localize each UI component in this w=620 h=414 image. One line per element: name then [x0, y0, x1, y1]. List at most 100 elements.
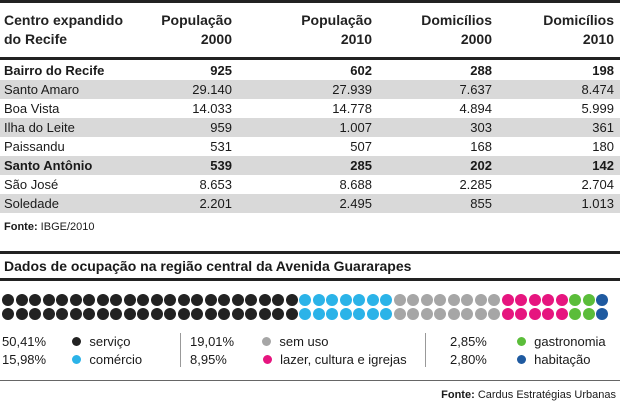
occupation-dot-black	[272, 308, 284, 320]
occupation-dot-gray	[488, 294, 500, 306]
occupation-dot-black	[96, 308, 109, 320]
occupation-dot-black	[177, 308, 190, 320]
occupation-dot-navy	[596, 294, 608, 306]
cell-name: Soledade	[4, 196, 59, 211]
table-row: Bairro do Recife 925 602 288 198	[0, 61, 620, 80]
occupation-dot-gray	[461, 294, 473, 306]
occupation-dot-strip	[0, 294, 620, 320]
header-region-line1: Centro expandido	[4, 12, 124, 28]
occupation-dot-black	[204, 294, 217, 306]
cell-dom2010: 180	[592, 139, 614, 154]
occupation-dot-black	[110, 308, 122, 320]
occupation-dot-cyan	[299, 294, 311, 306]
occupation-dot-gray	[474, 294, 487, 306]
occupation-dot-black	[258, 308, 271, 320]
occupation-dot-magenta	[555, 308, 568, 320]
legend-pct: 2,80%	[450, 352, 487, 367]
occupation-dot-cyan	[366, 308, 379, 320]
occupation-dot-cyan	[312, 294, 325, 306]
occupation-dot-black	[231, 294, 244, 306]
cell-pop2000: 959	[210, 120, 232, 135]
occupation-dot-black	[258, 294, 271, 306]
cell-name: Santo Amaro	[4, 82, 80, 97]
occupation-dot-black	[69, 294, 82, 306]
occupation-dot-magenta	[528, 308, 541, 320]
occupation-dot-black	[42, 294, 55, 306]
occupation-dot-cyan	[339, 294, 352, 306]
legend-pct: 8,95%	[190, 352, 227, 367]
cell-dom2000: 2.285	[459, 177, 492, 192]
table-row: Paissandu 531 507 168 180	[0, 137, 620, 156]
cell-dom2010: 8.474	[581, 82, 614, 97]
cell-name: Bairro do Recife	[4, 63, 105, 78]
header-dom2010-line1: Domicílios	[543, 12, 614, 28]
occupation-dot-black	[285, 308, 298, 320]
occupation-dot-cyan	[353, 308, 365, 320]
header-dom2000: Domicílios 2000	[372, 11, 492, 49]
cell-dom2010: 361	[592, 120, 614, 135]
cell-dom2010: 142	[592, 158, 614, 173]
legend-label: habitação	[534, 352, 591, 367]
occupation-dot-gray	[461, 308, 473, 320]
table-row: Boa Vista 14.033 14.778 4.894 5.999	[0, 99, 620, 118]
occupation-dot-black	[2, 308, 14, 320]
header-pop2010-line1: População	[301, 12, 372, 28]
occupation-dot-magenta	[528, 294, 541, 306]
cell-pop2010: 27.939	[332, 82, 372, 97]
header-region-line2: do Recife	[4, 31, 68, 47]
occupation-dot-black	[69, 308, 82, 320]
occupation-dot-black	[15, 308, 28, 320]
occupation-legend: 50,41% serviço 15,98% comércio 19,01% se…	[0, 333, 620, 373]
occupation-source-label: Fonte:	[441, 389, 475, 401]
occupation-dot-black	[272, 294, 284, 306]
cell-dom2010: 198	[592, 63, 614, 78]
cell-dom2000: 4.894	[459, 101, 492, 116]
occupation-dot-black	[150, 308, 163, 320]
cell-dom2000: 168	[470, 139, 492, 154]
occupation-dot-magenta	[501, 308, 514, 320]
occupation-dot-black	[285, 294, 298, 306]
occupation-dot-gray	[407, 294, 419, 306]
header-dom2010: Domicílios 2010	[494, 11, 614, 49]
occupation-dot-gray	[447, 294, 460, 306]
cell-pop2010: 8.688	[339, 177, 372, 192]
table-row: Soledade 2.201 2.495 855 1.013	[0, 194, 620, 213]
cell-dom2010: 5.999	[581, 101, 614, 116]
occupation-dot-black	[150, 294, 163, 306]
legend-item-lazer: 8,95% lazer, cultura e igrejas	[190, 351, 407, 369]
occupation-dot-black	[56, 294, 68, 306]
occupation-dot-black	[245, 294, 257, 306]
occupation-dot-gray	[488, 308, 500, 320]
cell-dom2000: 288	[470, 63, 492, 78]
occupation-dot-green	[569, 294, 581, 306]
table-row: Santo Amaro 29.140 27.939 7.637 8.474	[0, 80, 620, 99]
header-pop2000-line1: População	[161, 12, 232, 28]
occupation-dot-gray	[393, 308, 406, 320]
occupation-dot-cyan	[312, 308, 325, 320]
occupation-dot-magenta	[542, 294, 554, 306]
cell-name: Santo Antônio	[4, 158, 93, 173]
cell-dom2010: 2.704	[581, 177, 614, 192]
legend-pct: 19,01%	[190, 334, 235, 349]
occupation-dot-black	[164, 308, 176, 320]
occupation-dot-black	[56, 308, 68, 320]
occupation-dot-magenta	[515, 308, 527, 320]
occupation-dot-black	[96, 294, 109, 306]
cell-dom2010: 1.013	[581, 196, 614, 211]
cell-pop2010: 602	[350, 63, 372, 78]
occupation-dot-gray	[420, 294, 433, 306]
header-dom2010-line2: 2010	[582, 31, 614, 47]
occupation-dot-green	[582, 294, 595, 306]
header-pop2000: População 2000	[112, 11, 232, 49]
legend-divider	[180, 333, 181, 367]
occupation-dot-gray	[420, 308, 433, 320]
header-dom2000-line1: Domicílios	[421, 12, 492, 28]
occupation-dot-green	[582, 308, 595, 320]
occupation-dot-magenta	[501, 294, 514, 306]
occupation-dot-black	[245, 308, 257, 320]
occupation-source-bar: Fonte: Cardus Estratégias Urbanas	[0, 380, 620, 414]
occupation-dot-cyan	[380, 294, 392, 306]
table-row: Santo Antônio 539 285 202 142	[0, 156, 620, 175]
cell-name: Boa Vista	[4, 101, 60, 116]
legend-label: lazer, cultura e igrejas	[280, 352, 407, 367]
